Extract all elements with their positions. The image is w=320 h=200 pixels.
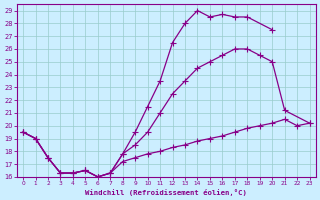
X-axis label: Windchill (Refroidissement éolien,°C): Windchill (Refroidissement éolien,°C): [85, 189, 247, 196]
